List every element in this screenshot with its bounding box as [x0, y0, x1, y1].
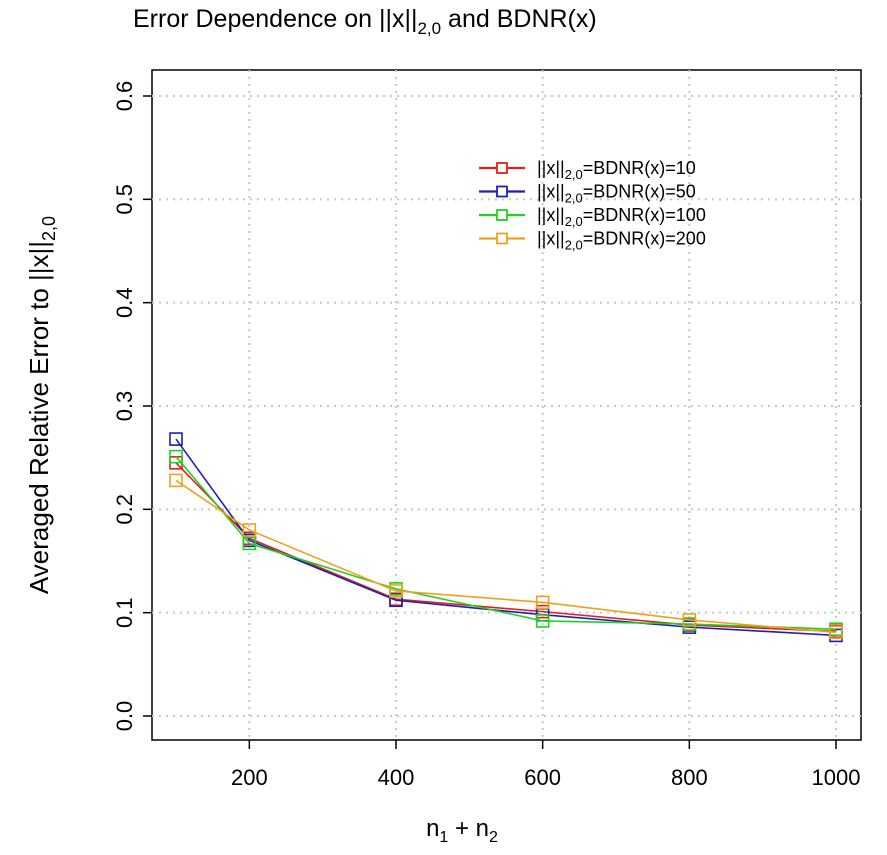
y-axis-label: Averaged Relative Error to ||x||2,0: [24, 216, 59, 594]
series-point: [242, 523, 257, 537]
y-tick-label: 0.0: [112, 701, 137, 732]
legend-label-tail: =BDNR(x)=200: [583, 229, 706, 249]
axis-layer: 0.0 0.1 0.2 0.3 0.4 0.5 0.6 200 400 600 800 1000: [112, 81, 860, 790]
legend-label-main: ||x||: [537, 229, 565, 249]
y-tick-label: 0.5: [112, 184, 137, 215]
x-tick-label: 800: [671, 765, 708, 790]
series-point: [829, 625, 843, 640]
legend: ||x||2,0=BDNR(x)=10||x||2,0=BDNR(x)=50||…: [479, 158, 706, 253]
x-tick-label: 1000: [812, 765, 861, 790]
y-tick-label: 0.6: [112, 81, 137, 112]
legend-marker: [496, 162, 508, 174]
legend-label-subscript: 2,0: [565, 238, 583, 253]
x-axis-label: n1 + n2: [426, 815, 498, 846]
x-tick-label: 600: [524, 765, 561, 790]
legend-label-subscript: 2,0: [565, 191, 583, 206]
series-point: [169, 473, 183, 488]
legend-label-main: ||x||: [537, 158, 565, 178]
y-tick-label: 0.4: [112, 287, 137, 318]
x-axis-label-sub1: 1: [439, 829, 448, 846]
y-tick-label: 0.2: [112, 494, 137, 525]
legend-marker: [496, 185, 508, 198]
legend-label-tail: =BDNR(x)=50: [583, 182, 696, 202]
series-layer: [169, 432, 843, 643]
legend-label-tail: =BDNR(x)=100: [583, 205, 706, 225]
series-point: [242, 536, 257, 551]
y-axis-label-main: Averaged Relative Error to ||x||: [24, 241, 54, 594]
x-axis-label-sub2: 2: [489, 829, 498, 846]
series-point: [535, 595, 550, 610]
chart-title-subscript: 2,0: [417, 19, 441, 38]
y-tick-label: 0.1: [112, 597, 137, 628]
x-tick-label: 200: [231, 765, 268, 790]
series-point: [169, 449, 183, 464]
legend-label: ||x||2,0=BDNR(x)=200: [537, 229, 706, 253]
y-axis-label-subscript: 2,0: [39, 216, 59, 241]
series-line: [175, 479, 837, 634]
legend-label: ||x||2,0=BDNR(x)=10: [537, 158, 696, 182]
chart-title-tail: and BDNR(x): [441, 5, 597, 33]
legend-label-tail: =BDNR(x)=10: [583, 158, 696, 178]
x-tick-label: 400: [378, 765, 415, 790]
series-point: [169, 432, 183, 446]
y-tick-label: 0.3: [112, 391, 137, 422]
series-line: [175, 456, 837, 630]
series-point: [682, 613, 697, 627]
series-point: [389, 584, 403, 598]
chart-title: Error Dependence on ||x||2,0 and BDNR(x): [133, 5, 597, 38]
chart-title-main: Error Dependence on ||x||: [133, 5, 417, 33]
legend-label-main: ||x||: [537, 182, 565, 202]
legend-label: ||x||2,0=BDNR(x)=50: [537, 182, 696, 206]
x-axis-label-n1: n: [426, 815, 439, 842]
legend-marker: [496, 232, 508, 245]
legend-marker: [496, 209, 508, 221]
legend-label-subscript: 2,0: [565, 167, 583, 182]
plot-area: [151, 69, 862, 741]
series-point: [535, 614, 550, 628]
x-axis-label-plus-n2: + n: [448, 815, 489, 842]
legend-label: ||x||2,0=BDNR(x)=100: [537, 205, 706, 229]
legend-label-subscript: 2,0: [565, 214, 583, 229]
legend-label-main: ||x||: [537, 205, 565, 225]
series-line: [175, 438, 837, 637]
